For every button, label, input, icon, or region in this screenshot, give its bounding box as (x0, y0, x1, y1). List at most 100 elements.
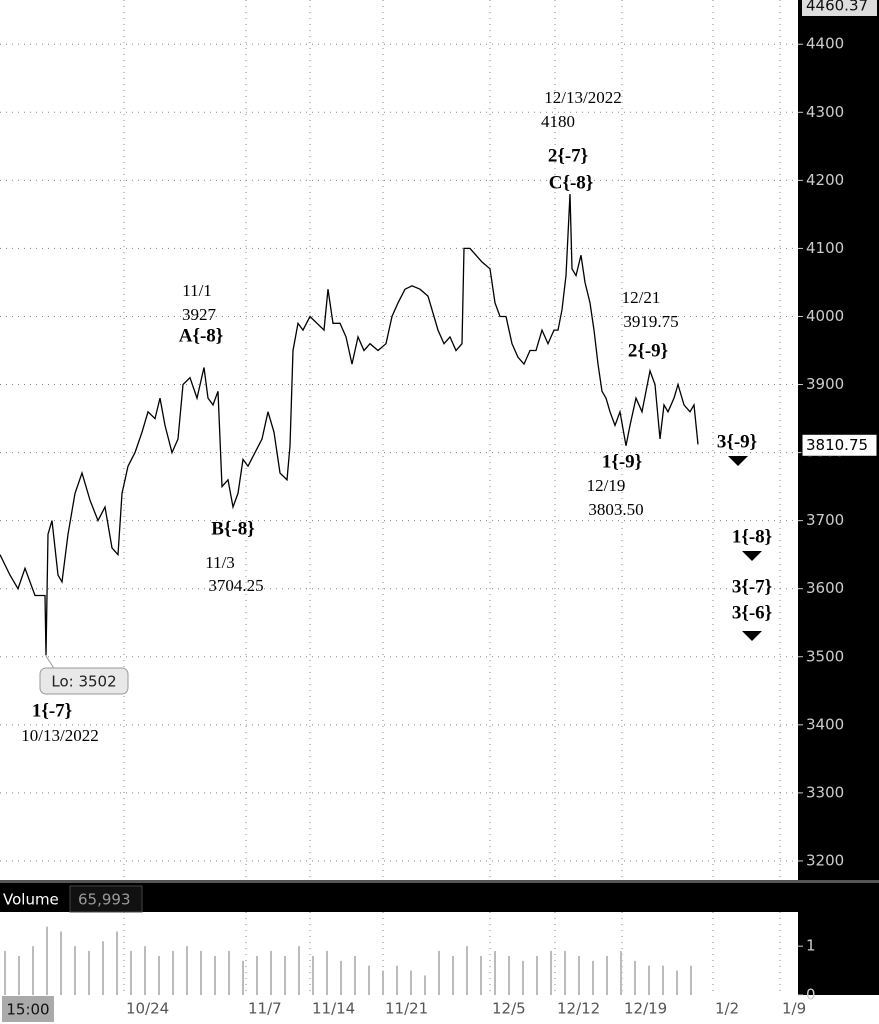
y-tick-label: 4000 (806, 307, 844, 325)
volume-bar (592, 960, 594, 995)
volume-bar (550, 951, 552, 995)
volume-bar (340, 960, 342, 995)
volume-bar (270, 951, 272, 995)
volume-tick-label: 1 (806, 937, 816, 955)
wave-annotation: 11/1 (182, 281, 212, 300)
volume-bar (144, 946, 146, 995)
volume-bar (116, 931, 118, 995)
volume-bar (690, 965, 692, 995)
wave-annotation: B{-8} (211, 518, 254, 539)
volume-bar (130, 951, 132, 995)
volume-bar (648, 965, 650, 995)
x-tick-label: 12/12 (557, 1000, 600, 1018)
volume-header (0, 886, 70, 912)
time-label: 15:00 (6, 1001, 49, 1019)
volume-bar (508, 955, 510, 995)
volume-bar (298, 946, 300, 995)
volume-reading: 65,993 (78, 891, 131, 909)
wave-annotation: 3919.75 (623, 312, 678, 331)
y-tick-label: 3300 (806, 783, 844, 801)
wave-annotation: 12/13/2022 (544, 88, 621, 107)
volume-bar (368, 965, 370, 995)
high-box (802, 0, 877, 16)
target-marker (742, 631, 762, 641)
volume-bar (158, 955, 160, 995)
x-tick-label: 10/24 (126, 1000, 169, 1018)
time-box (2, 996, 54, 1022)
volume-bar (396, 965, 398, 995)
volume-reading-box (69, 885, 143, 913)
volume-bar (60, 931, 62, 995)
high-label: 4460.37 (806, 0, 868, 15)
volume-bar (4, 951, 6, 995)
volume-bar (46, 926, 48, 995)
low-callout-box (39, 667, 129, 695)
volume-bar (634, 960, 636, 995)
volume-bar (536, 955, 538, 995)
wave-annotation: 1{-8} (732, 526, 772, 547)
volume-bar (214, 955, 216, 995)
y-tick-label: 3400 (806, 715, 844, 733)
wave-annotation: 4180 (541, 112, 575, 131)
x-tick-label: 12/19 (624, 1000, 667, 1018)
wave-annotation: 3{-7} (732, 576, 772, 597)
divider (0, 880, 879, 883)
wave-annotation: 1{-7} (32, 700, 72, 721)
low-callout: Lo: 3502 (51, 673, 116, 691)
wave-annotation: 2{-9} (628, 340, 668, 361)
wave-annotation: A{-8} (179, 325, 224, 346)
volume-bar (354, 955, 356, 995)
volume-bar (242, 960, 244, 995)
volume-bar (74, 946, 76, 995)
wave-annotation: 10/13/2022 (21, 726, 98, 745)
wave-annotation: 3{-9} (717, 431, 757, 452)
wave-annotation: 3803.50 (588, 500, 643, 519)
y-tick-label: 4100 (806, 239, 844, 257)
x-tick-label: 12/5 (492, 1000, 526, 1018)
x-tick-label: 1/9 (782, 1000, 806, 1018)
volume-bar (620, 951, 622, 995)
last-price-box (801, 433, 878, 457)
y-tick-label: 4200 (806, 171, 844, 189)
volume-bar (662, 965, 664, 995)
volume-bar (102, 941, 104, 995)
y-tick-label: 3500 (806, 647, 844, 665)
wave-annotation: 3{-6} (732, 602, 772, 623)
last-price: 3810.75 (806, 436, 868, 454)
wave-annotation: 11/3 (205, 553, 235, 572)
x-axis-strip (0, 995, 879, 1024)
volume-bar (326, 951, 328, 995)
volume-bar (522, 960, 524, 995)
volume-bar (424, 975, 426, 995)
volume-panel (0, 912, 798, 995)
wave-annotation: C{-8} (549, 172, 594, 193)
volume-bar (284, 955, 286, 995)
volume-bar (578, 955, 580, 995)
volume-bar (18, 955, 20, 995)
y-tick-label: 3700 (806, 511, 844, 529)
y-tick-label: 4300 (806, 103, 844, 121)
wave-annotation: 12/21 (622, 288, 661, 307)
volume-bar (466, 946, 468, 995)
target-marker (742, 551, 762, 561)
volume-bar (438, 951, 440, 995)
volume-title: Volume (3, 891, 59, 909)
volume-bar (186, 946, 188, 995)
y-tick-label: 3200 (806, 851, 844, 869)
volume-bar (88, 951, 90, 995)
x-tick-label: 11/14 (312, 1000, 355, 1018)
y-tick-label: 3600 (806, 579, 844, 597)
volume-bar (480, 955, 482, 995)
x-tick-label: 11/7 (248, 1000, 282, 1018)
volume-bar (32, 946, 34, 995)
wave-annotation: 1{-9} (602, 451, 642, 472)
x-tick-label: 11/21 (385, 1000, 428, 1018)
volume-bar (382, 970, 384, 995)
volume-bar (312, 955, 314, 995)
volume-bar (676, 970, 678, 995)
y-tick-label: 3900 (806, 375, 844, 393)
volume-bar (410, 970, 412, 995)
target-marker (728, 456, 748, 466)
x-tick-label: 1/2 (715, 1000, 739, 1018)
